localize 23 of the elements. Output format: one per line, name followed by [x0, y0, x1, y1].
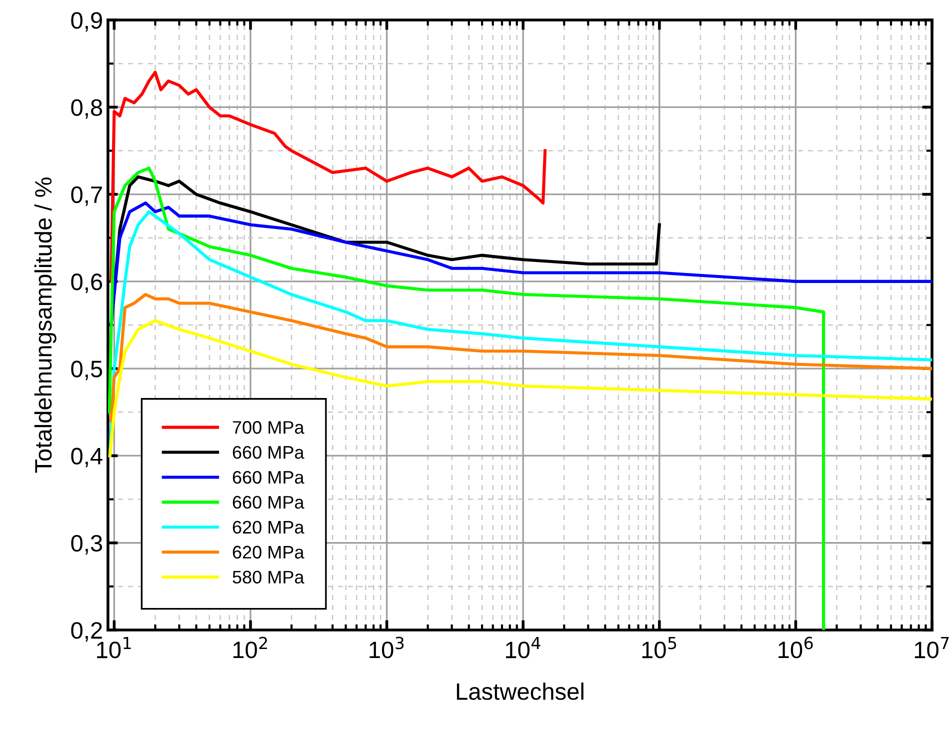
x-tick-label: 10$^{7}$	[914, 636, 949, 658]
legend-label: 620 MPa	[232, 520, 304, 534]
legend-label: 660 MPa	[232, 446, 304, 459]
x-tick-label: 10$^{2}$	[233, 636, 267, 658]
x-axis-title: Lastwechsel	[456, 682, 584, 700]
y-tick-label: 0,8	[71, 99, 102, 119]
legend-label: 620 MPa	[232, 546, 304, 559]
x-tick-label: 10$^{5}$	[642, 636, 676, 658]
y-tick-label: 0,5	[71, 360, 102, 380]
legend-label: 660 MPa	[232, 496, 304, 509]
x-tick-label: 10$^{3}$	[370, 636, 404, 658]
x-tick-label: 10$^{6}$	[778, 636, 813, 658]
legend-label: 700 MPa	[232, 421, 304, 434]
legend-label: 660 MPa	[232, 470, 304, 484]
y-tick-label: 0,7	[71, 186, 102, 206]
legend-label: 580 MPa	[232, 570, 304, 584]
y-axis-title: Totaldehnungsamplitude / %	[34, 178, 56, 473]
y-tick-label: 0,4	[71, 448, 102, 468]
x-tick-label: 10$^{4}$	[506, 636, 540, 658]
y-tick-label: 0,2	[71, 622, 102, 642]
y-tick-label: 0,9	[71, 12, 102, 32]
y-tick-label: 0,3	[71, 534, 102, 554]
y-tick-label: 0,6	[71, 274, 102, 294]
